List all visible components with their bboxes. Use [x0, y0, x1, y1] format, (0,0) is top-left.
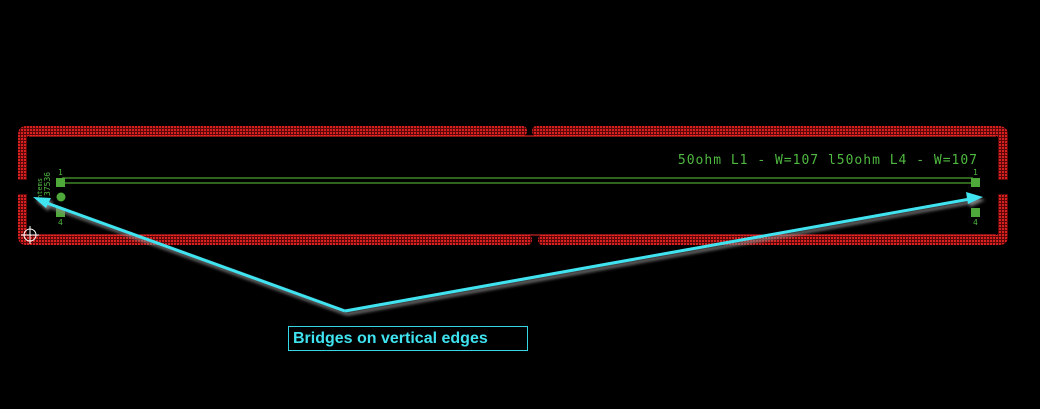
- crosshair-icon: [21, 226, 39, 244]
- arrow-left-head: [33, 197, 51, 208]
- left-pad-1[interactable]: [56, 178, 65, 187]
- left-pin-4-label: 4: [58, 218, 63, 227]
- right-pin-4-label: 4: [973, 218, 978, 227]
- left-footprint[interactable]: 1 4 htems 37536: [36, 168, 66, 227]
- callout-arrows: [33, 192, 983, 313]
- designator-label: 37536: [43, 172, 52, 196]
- right-pad-1[interactable]: [971, 178, 980, 187]
- arrow-right-shaft: [344, 197, 971, 313]
- trace-label: 50ohm L1 - W=107 l50ohm L4 - W=107: [678, 153, 978, 168]
- right-pin-1-label: 1: [973, 168, 978, 177]
- arrow-left-shaft: [43, 200, 346, 313]
- left-via[interactable]: [56, 192, 66, 202]
- transmission-line: [62, 177, 973, 184]
- right-footprint[interactable]: 1 4: [971, 168, 980, 227]
- right-pad-4[interactable]: [971, 208, 980, 217]
- outline-bottom-left: [18, 194, 532, 245]
- board-outline: [18, 126, 1008, 245]
- arrow-right-head: [966, 192, 983, 204]
- outline-top-right: [532, 126, 1008, 180]
- outline-top-left: [18, 126, 527, 180]
- footprint-label: htems: [36, 178, 44, 199]
- outline-bottom-right: [538, 194, 1008, 245]
- callout-label: Bridges on vertical edges: [288, 326, 528, 351]
- left-pin-1-label: 1: [58, 168, 63, 177]
- left-pad-4[interactable]: [56, 208, 65, 217]
